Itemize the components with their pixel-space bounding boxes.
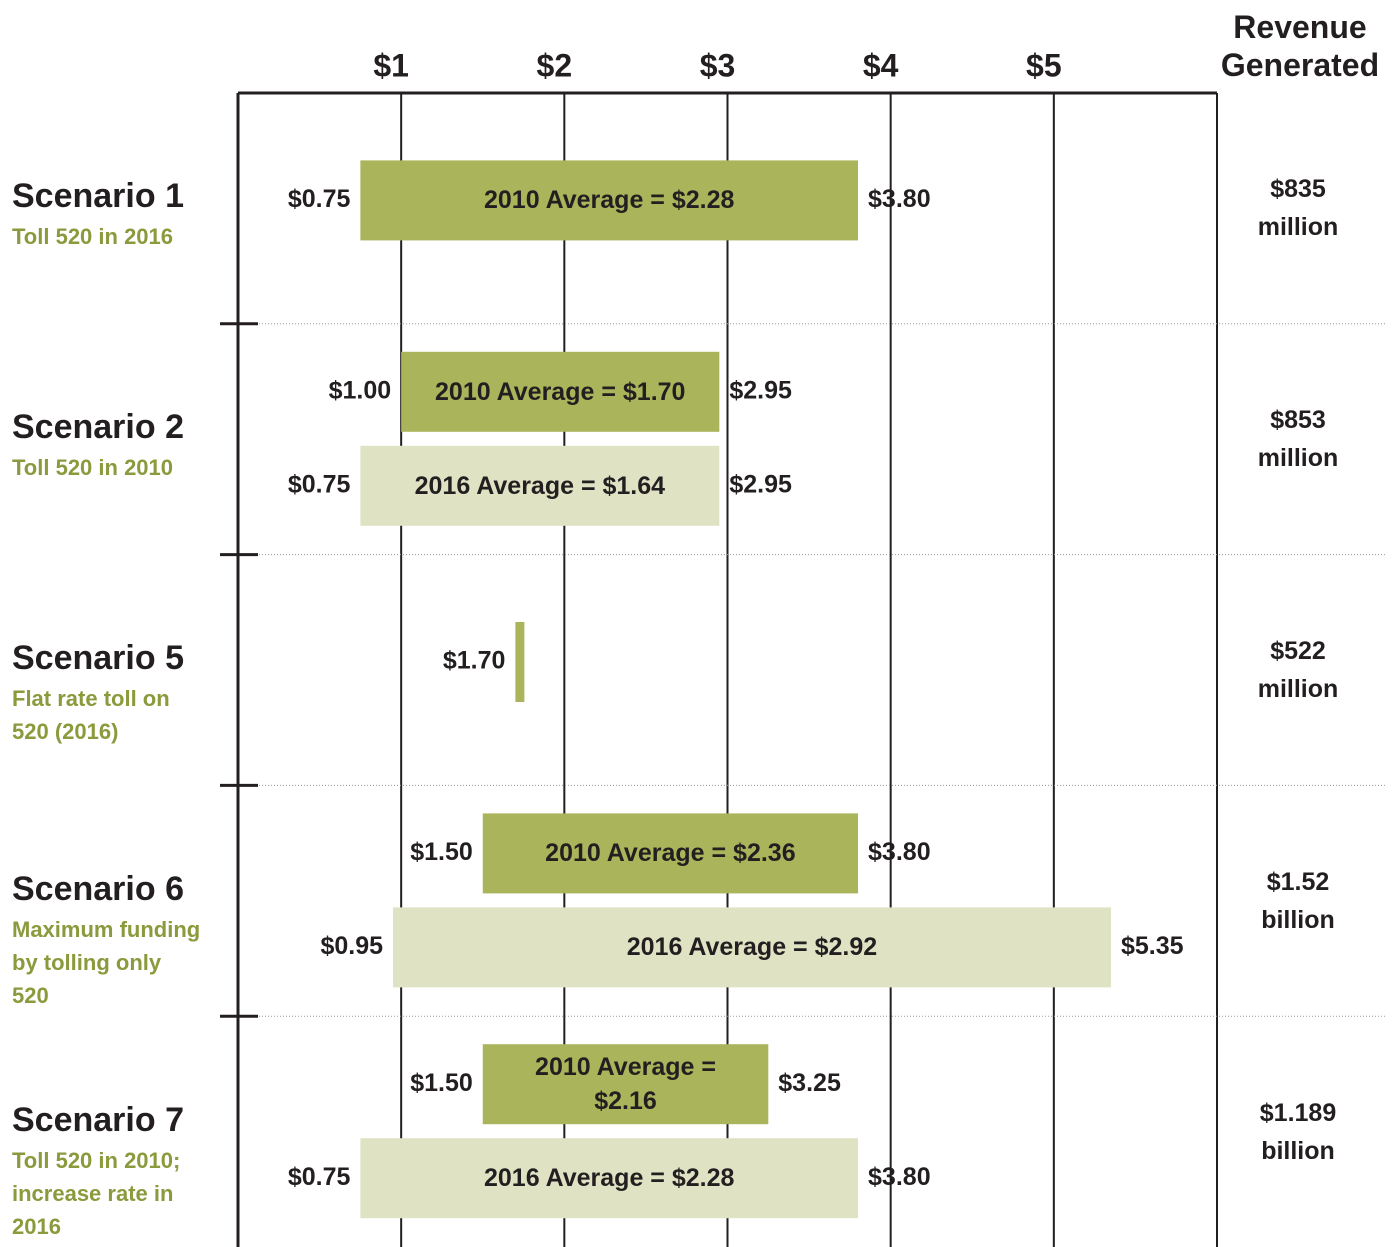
bar-label: 2016 Average = $1.64 [414,471,666,500]
bar-label: 2010 Average = $2.16 [535,1053,716,1116]
bar-label: 2016 Average = $2.28 [483,1164,735,1193]
scenario-subtitle: Flat rate toll on 520 (2016) [12,686,170,744]
scenario-name: Scenario 2 [12,408,184,447]
low-label: $0.75 [288,470,351,498]
high-label: $3.80 [868,838,931,866]
scenario-name: Scenario 6 [12,869,184,908]
scenario-subtitle: Toll 520 in 2010 [12,455,174,481]
scenario-label: Scenario 5 Flat rate toll on 520 (2016) [12,638,202,748]
range-bar [360,1138,859,1219]
bar-label: 2010 Average = $1.70 [435,377,686,406]
scenario-label: Scenario 6 Maximum funding by tolling onl… [12,869,202,1012]
x-tick-label: $5 [1026,47,1062,83]
scenario-name: Scenario 7 [12,1100,184,1139]
range-bar [393,907,1111,988]
high-label: $5.35 [1121,932,1184,960]
scenario-subtitle: Toll 520 in 2010; increase rate in 2016 [12,1147,181,1239]
low-label: $1.70 [443,647,506,675]
scenario-label: Scenario 1 Toll 520 in 2016 [12,176,202,253]
x-tick-label: $1 [373,47,409,83]
revenue-value: $522 million [1257,637,1339,703]
revenue-title: Revenue Generated [1220,9,1380,83]
revenue-value: $1.52 billion [1261,867,1335,934]
scenario-label: Scenario 2 Toll 520 in 2010 [12,407,202,484]
high-label: $3.80 [868,1163,931,1191]
revenue-value: $853 million [1257,406,1339,473]
scenario-label: Scenario 7 Toll 520 in 2010; increase rat… [12,1100,202,1243]
x-tick-label: $3 [700,47,736,83]
range-bar [360,160,859,241]
scenario-subtitle: Maximum funding by tolling only 520 [12,916,201,1008]
low-label: $0.75 [288,1163,351,1191]
range-bar [360,445,720,526]
bar-label: 2010 Average = $2.36 [545,839,796,868]
x-tick-label: $4 [863,47,899,83]
low-label: $1.50 [410,1069,473,1097]
high-label: $3.25 [778,1069,841,1097]
low-label: $0.75 [288,185,351,213]
range-bar [515,622,525,702]
bar-label: 2016 Average = $2.92 [626,933,878,962]
high-label: $3.80 [868,185,931,213]
x-tick-label: $2 [537,47,573,83]
range-bar [482,813,859,894]
revenue-value: $835 million [1257,175,1339,242]
low-label: $1.50 [410,838,473,866]
scenario-name: Scenario 5 [12,639,184,677]
range-bar [401,351,720,432]
high-label: $2.95 [729,376,792,404]
low-label: $0.95 [320,932,383,960]
revenue-value: $1.189 billion [1259,1098,1337,1165]
bar-label: 2010 Average = $2.28 [483,186,735,215]
scenario-subtitle: Toll 520 in 2016 [12,224,174,250]
high-label: $2.95 [729,470,792,498]
low-label: $1.00 [329,376,392,404]
range-bar [482,1044,769,1125]
scenario-name: Scenario 1 [12,177,184,216]
